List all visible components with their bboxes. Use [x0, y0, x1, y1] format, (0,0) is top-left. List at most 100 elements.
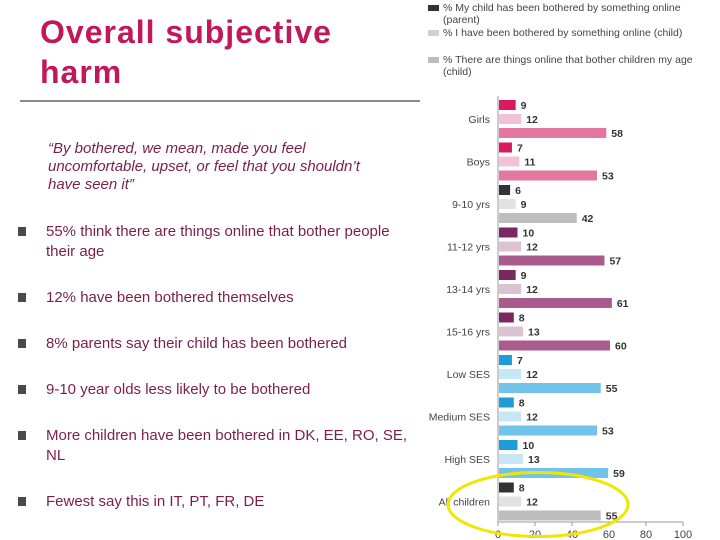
- category-label: Medium SES: [429, 412, 490, 424]
- bar-value-label: 12: [526, 284, 538, 296]
- bar: [499, 270, 516, 280]
- bar: [499, 298, 612, 308]
- bar-value-label: 12: [526, 412, 538, 424]
- category-label: Girls: [468, 114, 490, 126]
- legend-item-child-bothered: % I have been bothered by something onli…: [428, 27, 682, 39]
- x-tick-label: 60: [603, 529, 615, 540]
- bar-value-label: 10: [523, 228, 535, 240]
- bar: [499, 213, 577, 223]
- category-label: 13-14 yrs: [446, 284, 490, 296]
- bar: [499, 510, 601, 521]
- bullet-item: 12% have been bothered themselves: [18, 288, 408, 308]
- bullet-square-icon: [18, 339, 26, 348]
- bar-value-label: 9: [521, 270, 527, 282]
- bar-value-label: 13: [528, 454, 540, 466]
- category-label: Low SES: [447, 369, 490, 381]
- bullet-text: 9-10 year olds less likely to be bothere…: [46, 381, 311, 398]
- bar-value-label: 8: [519, 398, 525, 410]
- bar: [499, 340, 610, 351]
- bar: [499, 156, 520, 167]
- bullet-item: 8% parents say their child has been both…: [18, 334, 408, 354]
- definition-quote: “By bothered, we mean, made you feel unc…: [48, 140, 360, 193]
- bar: [499, 326, 524, 337]
- legend-label: % There are things online that bother ch…: [443, 54, 693, 78]
- bar: [499, 312, 514, 323]
- bar-value-label: 59: [613, 468, 625, 480]
- bullet-square-icon: [18, 385, 26, 394]
- legend-label: % My child has been bothered by somethin…: [443, 2, 681, 26]
- bar-value-label: 12: [526, 114, 538, 126]
- bar-value-label: 58: [611, 128, 623, 140]
- bar-value-label: 60: [615, 341, 627, 353]
- bar: [499, 114, 522, 124]
- bullet-square-icon: [18, 227, 26, 236]
- bullet-item: Fewest say this in IT, PT, FR, DE: [18, 492, 408, 512]
- page-title: Overall subjective harm: [40, 14, 332, 90]
- bar: [499, 142, 512, 153]
- bar: [499, 454, 524, 464]
- bar-value-label: 8: [519, 313, 525, 325]
- bar-value-label: 12: [526, 497, 538, 509]
- bar-value-label: 53: [602, 426, 614, 438]
- bar: [499, 383, 601, 393]
- bar: [499, 185, 511, 195]
- bar: [499, 355, 512, 365]
- bullet-text: More children have been bothered in DK, …: [46, 427, 408, 464]
- bullet-item: 9-10 year olds less likely to be bothere…: [18, 380, 408, 400]
- bar-value-label: 9: [521, 199, 527, 211]
- category-label: 11-12 yrs: [447, 242, 490, 254]
- category-label: High SES: [444, 454, 490, 466]
- bar-value-label: 9: [521, 100, 527, 112]
- bar-value-label: 12: [526, 242, 538, 254]
- bar-value-label: 55: [606, 383, 618, 395]
- bar-value-label: 57: [609, 256, 621, 268]
- bar-value-label: 42: [582, 213, 594, 225]
- bar: [499, 369, 522, 379]
- bullet-text: 8% parents say their child has been both…: [46, 335, 348, 352]
- x-tick-label: 100: [674, 529, 692, 540]
- bullet-text: Fewest say this in IT, PT, FR, DE: [46, 493, 265, 510]
- bullet-text: 12% have been bothered themselves: [46, 289, 294, 306]
- bar-value-label: 61: [617, 298, 629, 310]
- bar: [499, 199, 516, 209]
- legend-swatch: [428, 57, 439, 63]
- bar-value-label: 7: [517, 355, 523, 367]
- bullet-item: 55% think there are things online that b…: [18, 222, 408, 262]
- bar: [499, 128, 607, 138]
- bar: [499, 241, 522, 252]
- highlight-ellipse: [446, 471, 630, 538]
- bar: [499, 440, 518, 450]
- bar: [499, 496, 522, 507]
- bullet-item: More children have been bothered in DK, …: [18, 426, 408, 466]
- bar-value-label: 53: [602, 171, 614, 183]
- category-label: 9-10 yrs: [452, 199, 490, 211]
- bar: [499, 411, 522, 422]
- bar-value-label: 6: [515, 185, 521, 197]
- category-label: 15-16 yrs: [446, 327, 490, 339]
- bar-value-label: 55: [606, 511, 618, 523]
- x-tick-label: 20: [529, 529, 541, 540]
- bullet-square-icon: [18, 431, 26, 440]
- bar: [499, 284, 522, 294]
- x-tick-label: 80: [640, 529, 652, 540]
- bullet-square-icon: [18, 293, 26, 302]
- bar-value-label: 7: [517, 143, 523, 155]
- bar-value-label: 12: [526, 369, 538, 381]
- category-label: All children: [439, 497, 491, 509]
- bar-value-label: 13: [528, 327, 540, 339]
- bar: [499, 170, 598, 181]
- bullet-text: 55% think there are things online that b…: [46, 223, 390, 260]
- bar: [499, 425, 598, 436]
- bar-value-label: 8: [519, 483, 525, 495]
- category-label: Boys: [467, 157, 490, 169]
- bar-value-label: 10: [523, 440, 535, 452]
- bullet-square-icon: [18, 497, 26, 506]
- legend-swatch: [428, 5, 439, 11]
- legend-item-things-online: % There are things online that bother ch…: [428, 54, 720, 78]
- bar: [499, 227, 518, 238]
- bar: [499, 100, 516, 110]
- legend-item-parent: % My child has been bothered by somethin…: [428, 2, 720, 26]
- bar: [499, 255, 605, 266]
- bar: [499, 397, 514, 408]
